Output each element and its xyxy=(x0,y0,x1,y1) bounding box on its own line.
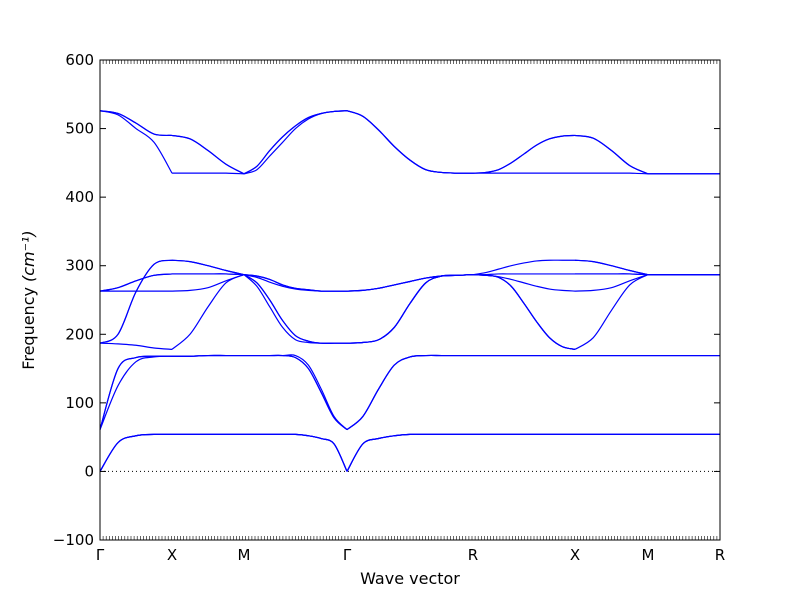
band-line-s5-b14 xyxy=(574,134,649,175)
x-tick-label-5: X xyxy=(570,546,580,564)
band-line-s2-b5 xyxy=(244,354,348,431)
x-axis-label: Wave vector xyxy=(360,569,460,588)
x-tick-label-0: Γ xyxy=(96,546,105,564)
band-line-s1-b14 xyxy=(171,134,245,175)
band-line-s1-b12 xyxy=(172,172,245,175)
band-line-s1-b8 xyxy=(171,259,245,276)
bands-layer xyxy=(99,110,720,472)
band-line-s0-b6 xyxy=(99,342,173,350)
x-tick-label-7: R xyxy=(715,546,725,564)
band-line-s3-b5 xyxy=(346,354,473,431)
band-line-s5-b6 xyxy=(574,274,649,350)
band-line-s5-b11 xyxy=(575,273,649,276)
x-tick-label-6: M xyxy=(642,546,655,564)
band-line-s5-b12 xyxy=(575,172,649,175)
band-line-s5-b7 xyxy=(574,274,649,292)
y-tick-label-0: −100 xyxy=(53,531,94,549)
x-tick-label-4: R xyxy=(468,546,478,564)
y-tick-label-4: 300 xyxy=(65,257,94,275)
band-line-s4-b10 xyxy=(472,273,575,276)
band-line-s1-b11 xyxy=(172,273,245,276)
x-tick-label-2: M xyxy=(238,546,251,564)
band-line-s5-b10 xyxy=(574,259,649,276)
band-line-s2-b8 xyxy=(243,274,347,344)
y-tick-label-7: 600 xyxy=(65,51,94,69)
y-axis-label-unit: (cm⁻¹) xyxy=(19,230,38,282)
band-line-s4-b14 xyxy=(472,134,576,174)
x-tick-label-1: X xyxy=(167,546,177,564)
band-line-s1-b9 xyxy=(171,274,245,292)
band-line-s0-b8 xyxy=(99,259,173,344)
band-line-s2-b11 xyxy=(243,274,347,292)
y-axis-label: Frequency (cm⁻¹) xyxy=(19,230,38,369)
band-line-s0-b11 xyxy=(99,273,173,292)
band-line-s3-b2 xyxy=(346,433,473,472)
band-line-s2-b2 xyxy=(243,433,348,472)
y-tick-label-3: 200 xyxy=(65,325,94,343)
y-tick-label-2: 100 xyxy=(65,394,94,412)
plot-frame xyxy=(99,59,721,541)
band-line-s4-b9 xyxy=(472,274,576,292)
band-line-s0-b12 xyxy=(99,110,173,174)
y-axis-label-name: Frequency xyxy=(19,287,38,370)
band-line-s3-b14 xyxy=(346,110,474,174)
band-line-s0-b5 xyxy=(99,355,173,430)
band-line-s1-b5 xyxy=(171,354,244,357)
band-line-s4-b11 xyxy=(472,259,575,276)
band-line-s3-b11 xyxy=(346,274,474,292)
band-line-s0-b2 xyxy=(99,433,173,472)
y-tick-label-5: 400 xyxy=(65,188,94,206)
y-tick-label-6: 500 xyxy=(65,120,94,138)
y-tick-label-1: 0 xyxy=(84,462,94,480)
band-line-s2-b14 xyxy=(243,110,348,175)
x-tick-label-3: Γ xyxy=(343,546,352,564)
band-line-s0-b14 xyxy=(99,110,173,137)
labels-layer: −100 0 100 200 300 400 500 600 Γ X M Γ R X M R xyxy=(53,51,725,564)
